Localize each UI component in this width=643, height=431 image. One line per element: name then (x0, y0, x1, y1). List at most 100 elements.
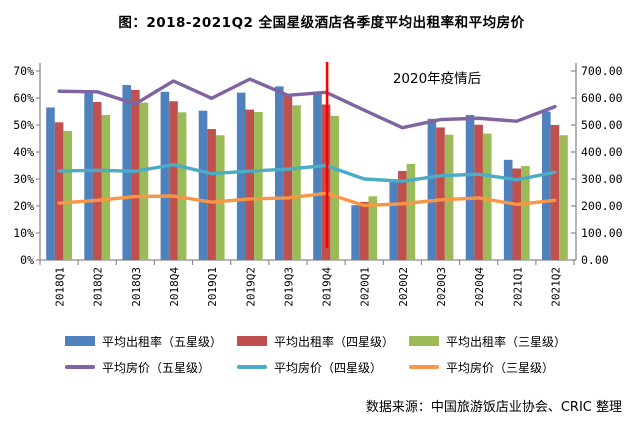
bar (236, 92, 246, 260)
x-axis-category-label: 2020Q2 (397, 267, 410, 307)
bar (368, 196, 378, 260)
x-axis-category-label: 2020Q1 (359, 267, 372, 307)
chart-legend: 平均出租率（五星级） 平均出租率（四星级） 平均出租率（三星级） 平均房价（五星级）平… (65, 328, 605, 380)
x-axis-category-label: 2021Q2 (549, 267, 562, 307)
bar-series-3 (63, 102, 568, 260)
bar (84, 91, 93, 260)
left-axis-tick-label: 30% (13, 172, 34, 186)
right-axis-tick-label: 600.00 (581, 91, 623, 105)
x-axis-category-label: 2019Q2 (244, 267, 257, 307)
bar (92, 102, 102, 260)
bar (275, 86, 284, 260)
legend-row-1: 平均出租率（五星级） 平均出租率（四星级） 平均出租率（三星级） (65, 328, 605, 354)
bar (330, 115, 339, 260)
bar (283, 94, 293, 261)
right-axis-tick-label: 500.00 (581, 118, 623, 132)
legend-label: 平均出租率（三星级） (446, 334, 567, 349)
bar (131, 89, 140, 261)
right-axis-tick-label: 0.00 (581, 253, 609, 267)
left-axis-tick-label: 50% (13, 118, 34, 132)
line-series-2 (57, 162, 557, 183)
left-axis-tick-label: 10% (13, 226, 34, 240)
bar (101, 115, 111, 260)
legend-bar-swatch (409, 336, 439, 346)
bar (207, 129, 216, 260)
left-axis-tick-label: 20% (13, 199, 34, 213)
bar (389, 179, 399, 260)
legend-label: 平均房价（四星级） (274, 360, 383, 375)
legend-label: 平均房价（三星级） (446, 360, 555, 375)
bar (550, 125, 560, 260)
bar (351, 205, 360, 260)
bar (521, 166, 530, 260)
bar (177, 112, 187, 260)
left-axis-tick-label: 70% (13, 64, 34, 78)
right-axis-tick-label: 100.00 (581, 226, 623, 240)
right-axis-tick-label: 200.00 (581, 199, 623, 213)
x-axis-category-label: 2018Q3 (130, 267, 143, 307)
legend-label: 平均房价（五星级） (102, 360, 211, 375)
x-axis-category-label: 2019Q3 (282, 267, 295, 307)
bar (542, 111, 551, 260)
legend-item: 平均出租率（四星级） (237, 333, 409, 350)
legend-bar-swatch (237, 336, 267, 346)
bar (254, 112, 263, 260)
bar (512, 168, 522, 260)
annotation-label: 2020年疫情后 (393, 71, 481, 87)
bar (436, 127, 445, 261)
legend-item: 平均房价（三星级） (409, 359, 581, 376)
left-axis-tick-label: 40% (13, 145, 34, 159)
legend-label: 平均出租率（四星级） (274, 334, 395, 349)
chart-plot-area: 0% 10% 20% 30% 40% 50% 60% 70% 0.00 100.00 200.00 3… (13, 62, 623, 307)
bar (503, 159, 513, 260)
x-axis-category-label: 2019Q1 (206, 267, 219, 307)
right-axis-tick-label: 400.00 (581, 145, 623, 159)
legend-item: 平均出租率（三星级） (409, 333, 581, 350)
bar (465, 115, 475, 260)
x-axis-category-label: 2018Q4 (168, 267, 181, 307)
bar (406, 163, 416, 260)
x-axis-category-label: 2019Q4 (321, 267, 334, 307)
bar (139, 102, 149, 260)
legend-line-swatch (237, 365, 267, 369)
left-axis-tick-label: 60% (13, 91, 34, 105)
data-source-note: 数据来源：中国旅游饭店业协会、CRIC 整理 (365, 400, 622, 415)
bar (359, 201, 369, 260)
line-series-3 (57, 191, 557, 208)
bar (198, 110, 208, 260)
legend-label: 平均出租率（五星级） (102, 334, 223, 349)
right-axis-tick-label: 300.00 (581, 172, 623, 186)
legend-bar-swatch (65, 336, 95, 346)
legend-row-2: 平均房价（五星级） 平均房价（四星级） 平均房价（三星级） (65, 354, 605, 380)
bar (160, 91, 170, 260)
legend-item: 平均房价（四星级） (237, 359, 409, 376)
x-axis-category-label: 2018Q2 (92, 267, 105, 307)
legend-line-swatch (409, 365, 439, 369)
bar (398, 170, 407, 260)
x-axis-category-label: 2018Q1 (54, 267, 67, 307)
bar (482, 133, 492, 260)
legend-line-swatch (65, 365, 95, 369)
bar (169, 101, 178, 261)
bar (54, 122, 64, 260)
bar (63, 130, 72, 260)
bar (444, 134, 454, 260)
line-series-1 (57, 77, 557, 130)
chart-title: 图：2018-2021Q2 全国星级酒店各季度平均出租率和平均房价 (118, 15, 525, 31)
bar (474, 124, 483, 260)
bar (215, 135, 225, 260)
bar (292, 105, 301, 260)
legend-item: 平均房价（五星级） (65, 359, 237, 376)
x-axis-category-label: 2020Q4 (473, 267, 486, 307)
bar (46, 107, 55, 260)
bar (245, 109, 255, 260)
right-axis-tick-label: 700.00 (581, 64, 623, 78)
bar (559, 135, 568, 260)
bar (427, 118, 437, 260)
x-axis-category-label: 2021Q1 (511, 267, 524, 307)
x-axis-category-label: 2020Q3 (435, 267, 448, 307)
bar (313, 91, 322, 260)
legend-item: 平均出租率（五星级） (65, 333, 237, 350)
left-axis-tick-label: 0% (20, 253, 34, 267)
